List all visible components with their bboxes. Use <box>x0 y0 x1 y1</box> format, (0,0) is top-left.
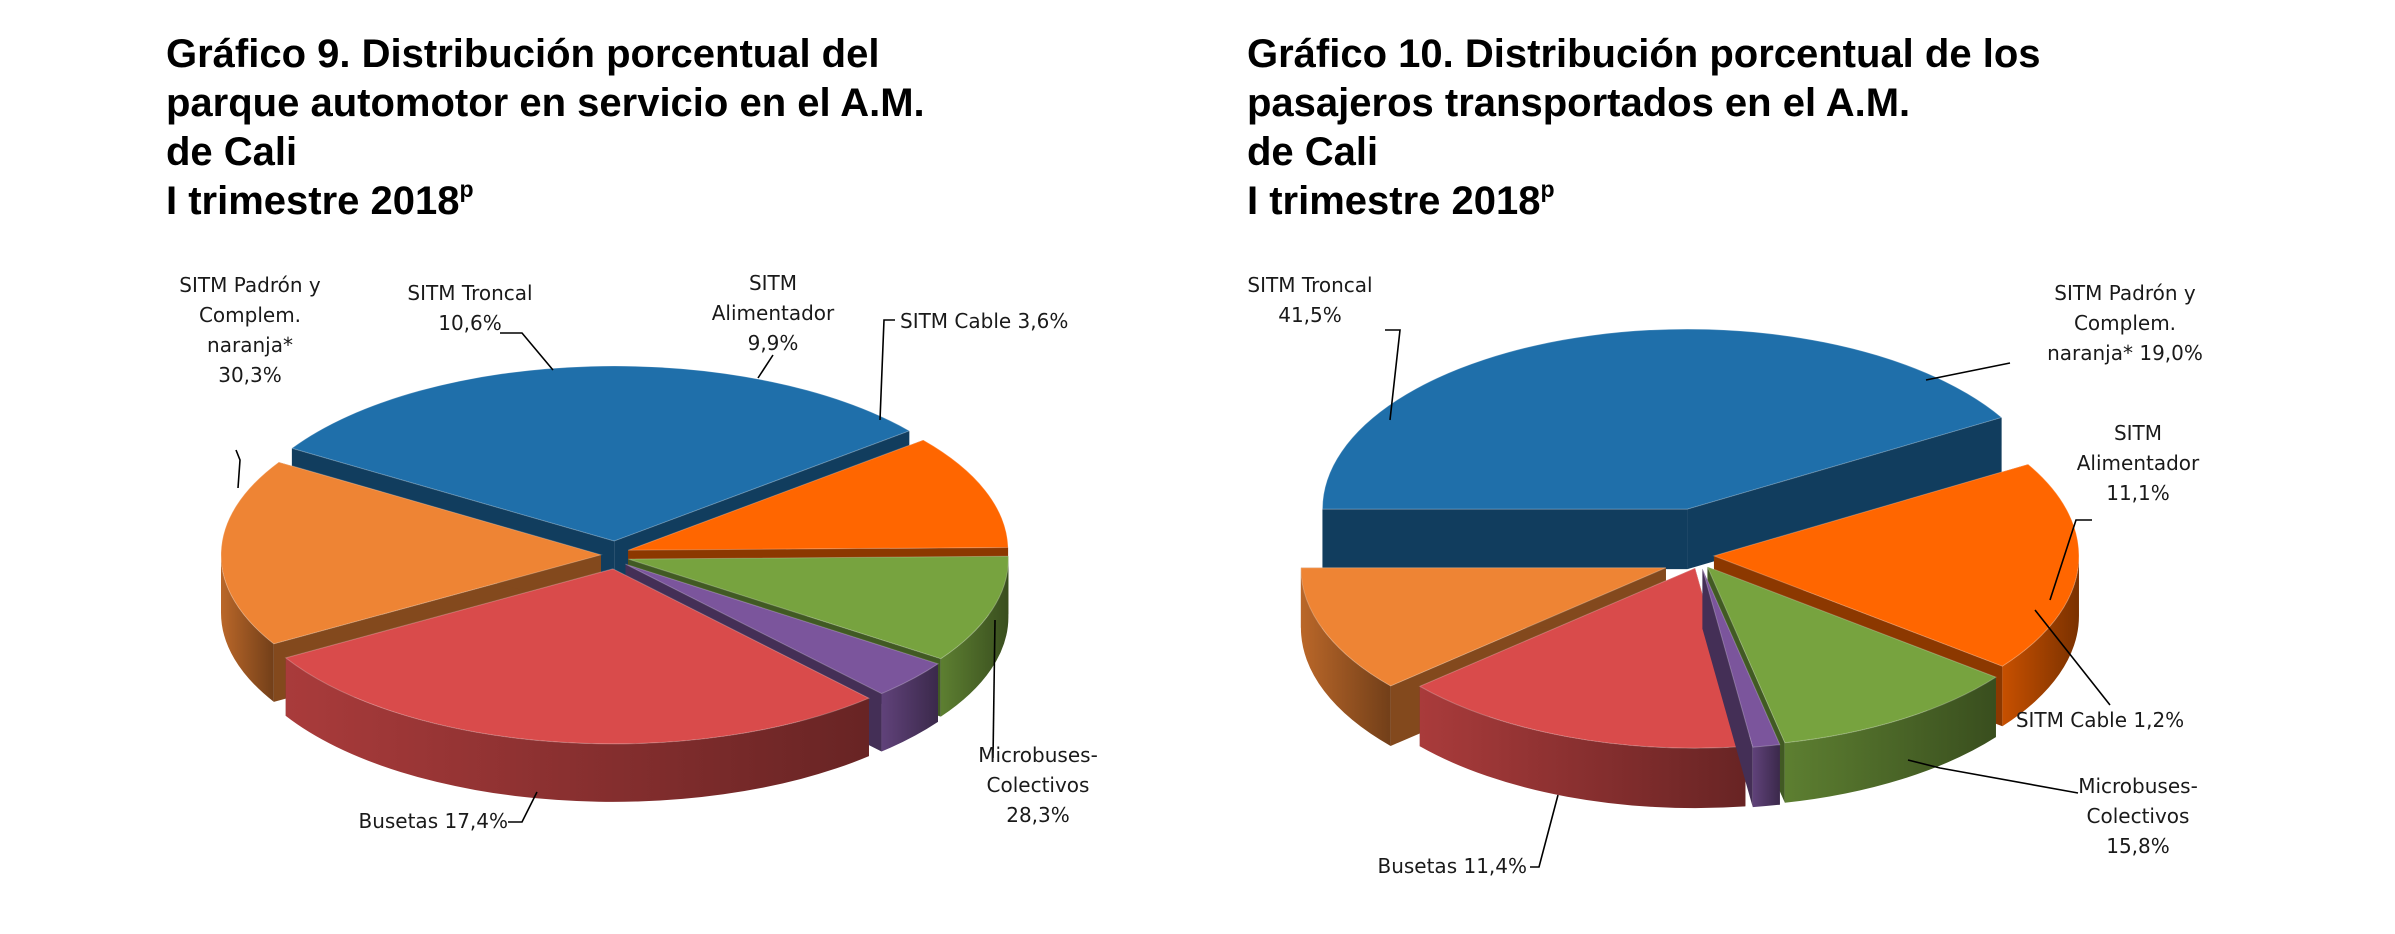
chart-2-label-line: SITM Troncal <box>1247 273 1372 297</box>
chart-1-leader-sitm-troncal <box>500 332 554 371</box>
chart-2-label-line: Alimentador <box>2077 451 2200 475</box>
chart-2-title-line-2: pasajeros transportados en el A.M. <box>1247 81 1911 125</box>
chart-1-title: Gráfico 9. Distribución porcentual del p… <box>166 30 1066 226</box>
chart-2-leader-microbuses-colectivos <box>1907 759 2079 794</box>
chart-2-title-line-1: Gráfico 10. Distribución porcentual de l… <box>1247 32 2041 76</box>
chart-2-slice-sitm-cable <box>1701 568 1781 808</box>
chart-1-label-line: SITM <box>749 271 797 295</box>
chart-1-title-line-1: Gráfico 9. Distribución porcentual del <box>166 32 880 76</box>
chart-2-leader-sitm-alimentador <box>2049 519 2092 601</box>
chart-1-label-line: Alimentador <box>712 301 835 325</box>
chart-2-label-line: Busetas 11,4% <box>1377 854 1527 878</box>
chart-2-leader-busetas <box>1530 794 1559 868</box>
chart-2-label-sitm-troncal: SITM Troncal 41,5% <box>1247 273 1372 327</box>
chart-1-label-line: naranja* <box>207 333 293 357</box>
chart-1-label-line: SITM Cable 3,6% <box>900 309 1068 333</box>
chart-1-leader-microbuses-colectivos <box>992 619 996 759</box>
chart-1-title-year: I trimestre 2018 <box>166 179 460 223</box>
chart-1-labels: SITM Padrón y Complem. naranja* 30,3% SITM T… <box>179 271 1098 833</box>
chart-2-label-line: SITM Padrón y <box>2054 281 2196 305</box>
chart-1-label-sitm-cable: SITM Cable 3,6% <box>900 309 1068 333</box>
chart-1-label-line: Complem. <box>199 303 301 327</box>
chart-2-title-line-4: I trimestre 2018p <box>1247 177 2147 226</box>
chart-1-label-busetas: Busetas 17,4% <box>358 809 508 833</box>
chart-1-label-line: 9,9% <box>748 331 799 355</box>
chart-1-label-line: Microbuses- <box>978 743 1098 767</box>
chart-1-pie: SITM Padrón y Complem. naranja* 30,3% SITM T… <box>179 271 1098 833</box>
chart-1-label-sitm-troncal: SITM Troncal 10,6% <box>407 281 532 335</box>
chart-1-label-line: Busetas 17,4% <box>358 809 508 833</box>
chart-2-label-line: SITM <box>2114 421 2162 445</box>
chart-1-label-line: SITM Troncal <box>407 281 532 305</box>
chart-2-title-superscript: p <box>1540 176 1555 202</box>
chart-1-label-sitm-padron-y-complem-naranja: SITM Padrón y Complem. naranja* 30,3% <box>179 273 321 387</box>
chart-2-leader-sitm-troncal <box>1385 329 1401 421</box>
chart-1-label-line: 10,6% <box>438 311 502 335</box>
chart-1-title-line-4: I trimestre 2018p <box>166 177 1066 226</box>
chart-2-label-line: Colectivos <box>2087 804 2190 828</box>
chart-2-title: Gráfico 10. Distribución porcentual de l… <box>1247 30 2147 226</box>
chart-1-leader-sitm-padron-y-complem-naranja <box>235 449 241 489</box>
chart-1-slice-microbuses-colectivos <box>284 568 871 802</box>
chart-1-leader-busetas <box>508 791 538 823</box>
chart-1-title-superscript: p <box>459 176 474 202</box>
chart-1-label-sitm-alimentador: SITM Alimentador 9,9% <box>712 271 835 355</box>
chart-1-title-line-2: parque automotor en servicio en el A.M. <box>166 81 925 125</box>
chart-2-label-line: 11,1% <box>2106 481 2170 505</box>
chart-2-label-line: 41,5% <box>1278 303 1342 327</box>
chart-2-title-line-3: de Cali <box>1247 130 1379 174</box>
chart-1-label-line: 30,3% <box>218 363 282 387</box>
chart-2-title-year: I trimestre 2018 <box>1247 179 1541 223</box>
chart-1-leader-sitm-cable <box>879 319 895 421</box>
chart-1-label-microbuses-colectivos: Microbuses- Colectivos 28,3% <box>978 743 1098 827</box>
chart-2-leader-sitm-cable <box>2034 609 2111 706</box>
chart-2-leader-sitm-padron-y-complem-naranja <box>1925 362 2011 381</box>
chart-2-label-line: 15,8% <box>2106 834 2170 858</box>
chart-2-label-line: SITM Cable 1,2% <box>2016 708 2184 732</box>
chart-2-label-sitm-padron-y-complem-naranja: SITM Padrón y Complem. naranja* 19,0% <box>2047 281 2203 365</box>
chart-2-label-busetas: Busetas 11,4% <box>1377 854 1527 878</box>
chart-2-label-line: Complem. <box>2074 311 2176 335</box>
chart-2-slices <box>1300 328 2080 809</box>
chart-2-labels: SITM Troncal 41,5% SITM Padrón y Complem. na… <box>1247 273 2203 878</box>
chart-1-label-line: SITM Padrón y <box>179 273 321 297</box>
chart-2-slice-sitm-troncal <box>1321 328 2003 570</box>
chart-1-label-line: Colectivos <box>987 773 1090 797</box>
chart-1-label-line: 28,3% <box>1006 803 1070 827</box>
chart-2-label-line: naranja* 19,0% <box>2047 341 2203 365</box>
chart-2-label-sitm-alimentador: SITM Alimentador 11,1% <box>2077 421 2200 505</box>
chart-2-label-microbuses-colectivos: Microbuses- Colectivos 15,8% <box>2078 774 2198 858</box>
chart-1-title-line-3: de Cali <box>166 130 298 174</box>
chart-1-slices <box>220 365 1009 802</box>
chart-1-leader-sitm-alimentador <box>757 354 774 379</box>
chart-2-label-line: Microbuses- <box>2078 774 2198 798</box>
chart-2-label-sitm-cable: SITM Cable 1,2% <box>2016 708 2184 732</box>
